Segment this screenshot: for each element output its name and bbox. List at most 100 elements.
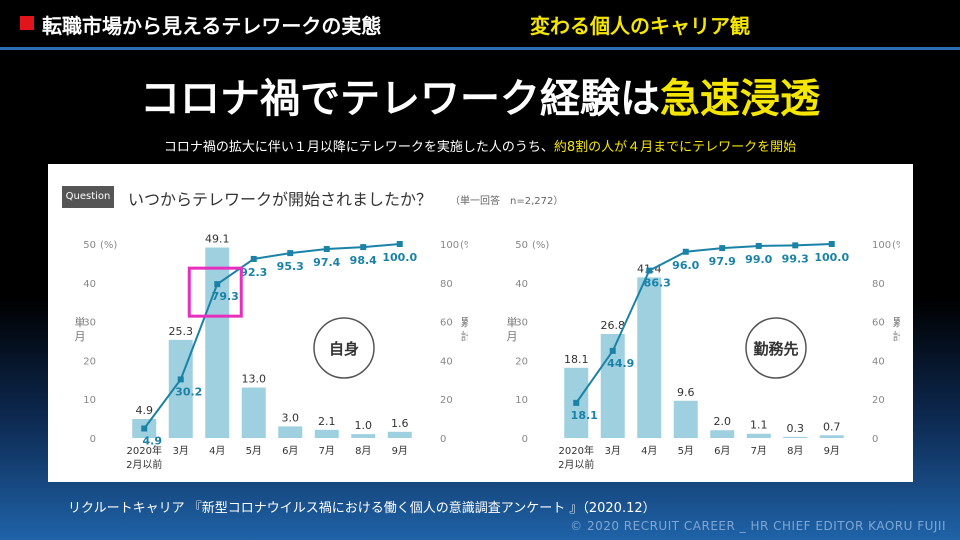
bar-value-label: 1.1: [750, 419, 768, 432]
cumulative-point: [250, 255, 257, 262]
bar-value-label: 13.0: [242, 373, 267, 386]
bar: [783, 436, 808, 438]
cumulative-line: [575, 243, 832, 404]
y-left-tick-label: 0: [90, 434, 96, 445]
bar-value-label: 26.8: [601, 319, 626, 332]
subline-text: コロナ禍の拡大に伴い１月以降にテレワークを実施した人のうち、: [163, 140, 554, 155]
y-right-tick-label: 20: [440, 395, 453, 406]
y-left-tick-label: 30: [515, 318, 528, 329]
y-right-tick-label: 100: [440, 240, 459, 251]
y-right-tick-label: 20: [872, 395, 885, 406]
bar-value-label: 18.1: [564, 353, 589, 366]
x-tick-label: 5月: [246, 445, 262, 457]
bar-value-label: 1.6: [391, 417, 409, 430]
bar: [819, 435, 844, 438]
cumulative-value-label: 97.9: [709, 255, 736, 268]
x-tick-label: 8月: [787, 445, 803, 457]
y-left-label: 単: [507, 315, 518, 329]
y-right-tick-label: 0: [872, 434, 878, 445]
y-left-tick-label: 50: [83, 240, 96, 251]
header-title: 転職市場から見えるテレワークの実態: [42, 14, 382, 38]
headline-text: コロナ禍でテレワーク経験は: [140, 76, 660, 122]
header-divider: [0, 47, 960, 50]
x-tick-label: 6月: [714, 445, 730, 457]
cumulative-value-label: 99.3: [782, 252, 809, 265]
cumulative-point: [396, 241, 403, 247]
bar-value-label: 2.0: [714, 415, 732, 428]
bar: [278, 426, 303, 438]
bar: [205, 247, 230, 438]
y-left-tick-label: 40: [83, 279, 96, 290]
cumulative-point: [287, 250, 294, 257]
x-tick-label: 7月: [319, 445, 335, 457]
cumulative-value-label: 92.3: [240, 266, 267, 279]
y-left-tick-label: 10: [83, 395, 96, 406]
y-left-tick-label: 50: [515, 240, 528, 251]
x-tick-label: 2020年: [559, 444, 594, 457]
bar: [637, 277, 662, 438]
y-left-tick-label: 40: [515, 279, 528, 290]
y-right-tick-label: 40: [872, 356, 885, 367]
chart-employer: 01020304050(%)単月020406080100(%)累計18.126.…: [507, 240, 901, 471]
y-right-unit: (%): [892, 240, 900, 251]
cumulative-point: [214, 281, 221, 288]
header-subtitle: 変わる個人のキャリア観: [530, 14, 750, 38]
cumulative-value-label: 96.0: [672, 259, 699, 272]
bar: [710, 430, 735, 438]
cumulative-value-label: 18.1: [571, 409, 598, 422]
y-right-tick-label: 80: [440, 279, 453, 290]
cumulative-point: [360, 244, 367, 251]
y-left-unit: (%): [532, 240, 549, 251]
cumulative-value-label: 86.3: [644, 277, 671, 290]
y-left-tick-label: 0: [522, 434, 528, 445]
x-tick-label: 9月: [824, 445, 840, 457]
y-left-label: 単: [75, 315, 86, 329]
y-left-tick-label: 20: [515, 356, 528, 367]
cumulative-point: [609, 347, 616, 354]
x-tick-label: 2月以前: [558, 458, 594, 471]
x-tick-label: 3月: [605, 445, 621, 457]
chart-title: 自身: [329, 340, 359, 358]
x-tick-label: 3月: [173, 445, 189, 457]
y-right-label: 累: [893, 316, 901, 329]
bar-value-label: 49.1: [205, 232, 230, 245]
question-badge: Question: [62, 186, 114, 208]
header-bullet-icon: [20, 16, 34, 30]
chart-title-circle: [313, 317, 375, 379]
cumulative-point: [141, 425, 148, 432]
cumulative-point: [792, 242, 799, 249]
cumulative-value-label: 95.3: [277, 260, 304, 273]
bar-value-label: 1.0: [355, 419, 373, 432]
y-right-tick-label: 60: [872, 318, 885, 329]
x-tick-label: 7月: [751, 445, 767, 457]
bar: [673, 400, 698, 438]
bar-value-label: 25.3: [169, 325, 194, 338]
cumulative-point: [682, 248, 689, 255]
question-note: （単一回答 n=2,272）: [450, 196, 564, 207]
highlight-box: [187, 266, 243, 318]
y-left-tick-label: 30: [83, 318, 96, 329]
slide-headline: コロナ禍でテレワーク経験は急速浸透: [0, 66, 960, 124]
y-left-tick-label: 10: [515, 395, 528, 406]
y-left-label: 月: [75, 330, 86, 343]
x-tick-label: 9月: [392, 445, 408, 457]
cumulative-point: [755, 242, 762, 249]
bar: [241, 387, 266, 438]
y-left-label: 月: [507, 330, 518, 343]
copyright: © 2020 RECRUIT CAREER _ HR CHIEF EDITOR …: [570, 519, 946, 533]
cumulative-value-label: 4.9: [143, 434, 163, 447]
y-right-tick-label: 40: [440, 356, 453, 367]
y-right-tick-label: 0: [440, 434, 446, 445]
x-tick-label: 2020年: [127, 444, 162, 457]
y-right-label: 累: [461, 316, 469, 329]
chart-self: 01020304050(%)単月020406080100(%)累計4.925.3…: [75, 232, 469, 471]
x-tick-label: 8月: [355, 445, 371, 457]
question-text: いつからテレワークが開始されましたか？: [128, 190, 433, 209]
bar-value-label: 0.3: [787, 422, 805, 435]
cumulative-point: [828, 241, 835, 247]
cumulative-value-label: 97.4: [313, 256, 340, 269]
bar-value-label: 3.0: [282, 411, 300, 424]
chart-panel: Question いつからテレワークが開始されましたか？ （単一回答 n=2,2…: [48, 164, 913, 482]
cumulative-value-label: 30.2: [175, 385, 202, 398]
bar-value-label: 2.1: [318, 415, 336, 428]
